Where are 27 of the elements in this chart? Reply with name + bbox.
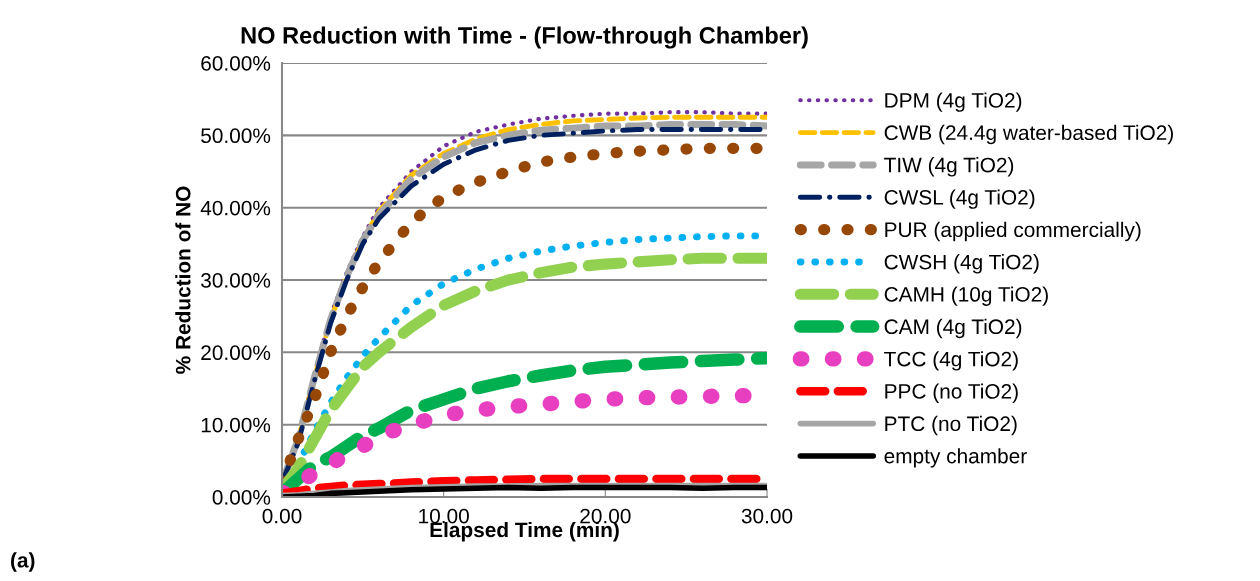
legend-label: PPC (no TiO2) xyxy=(885,383,1018,403)
legend-label: PTC (no TiO2) xyxy=(885,415,1017,436)
legend-label: DPM (4g TiO2) xyxy=(885,92,1022,112)
legend-label: CWSL (4g TiO2) xyxy=(884,189,1035,209)
y-tick-label: 20.00% xyxy=(201,345,271,361)
y-tick-label: 60.00% xyxy=(201,56,271,71)
legend-label: CWSH (4g TiO2) xyxy=(884,254,1039,274)
y-tick-label: 10.00% xyxy=(201,417,271,433)
legend-label: TIW (4g TiO2) xyxy=(884,157,1014,177)
x-axis-title: Elapsed Time (min) xyxy=(430,521,619,542)
legend-label: CWB (24.4g water-based TiO2) xyxy=(884,124,1173,145)
legend-label: empty chamber xyxy=(884,448,1027,468)
legend-label: PUR (applied commercially) xyxy=(885,221,1141,242)
x-tick-label: 30.00 xyxy=(741,508,793,524)
x-tick-label: 0.00 xyxy=(262,508,302,524)
y-tick-label: 0.00% xyxy=(212,490,271,505)
legend-label: CAM (4g TiO2) xyxy=(884,318,1022,339)
legend-label: TCC (4g TiO2) xyxy=(884,351,1018,371)
y-tick-label: 40.00% xyxy=(200,200,271,216)
y-axis-title: % Reduction of NO xyxy=(175,186,191,374)
text: (a) xyxy=(11,552,35,572)
y-tick-label: 30.00% xyxy=(201,273,271,288)
chart-title: NO Reduction with Time - (Flow-through Chamber) xyxy=(241,26,808,49)
x-tick-label: 10.00 xyxy=(419,508,469,524)
y-tick-label: 50.00% xyxy=(201,128,271,144)
legend-label: CAMH (10g TiO2) xyxy=(884,286,1048,306)
x-tick-label: 20.00 xyxy=(580,508,631,524)
